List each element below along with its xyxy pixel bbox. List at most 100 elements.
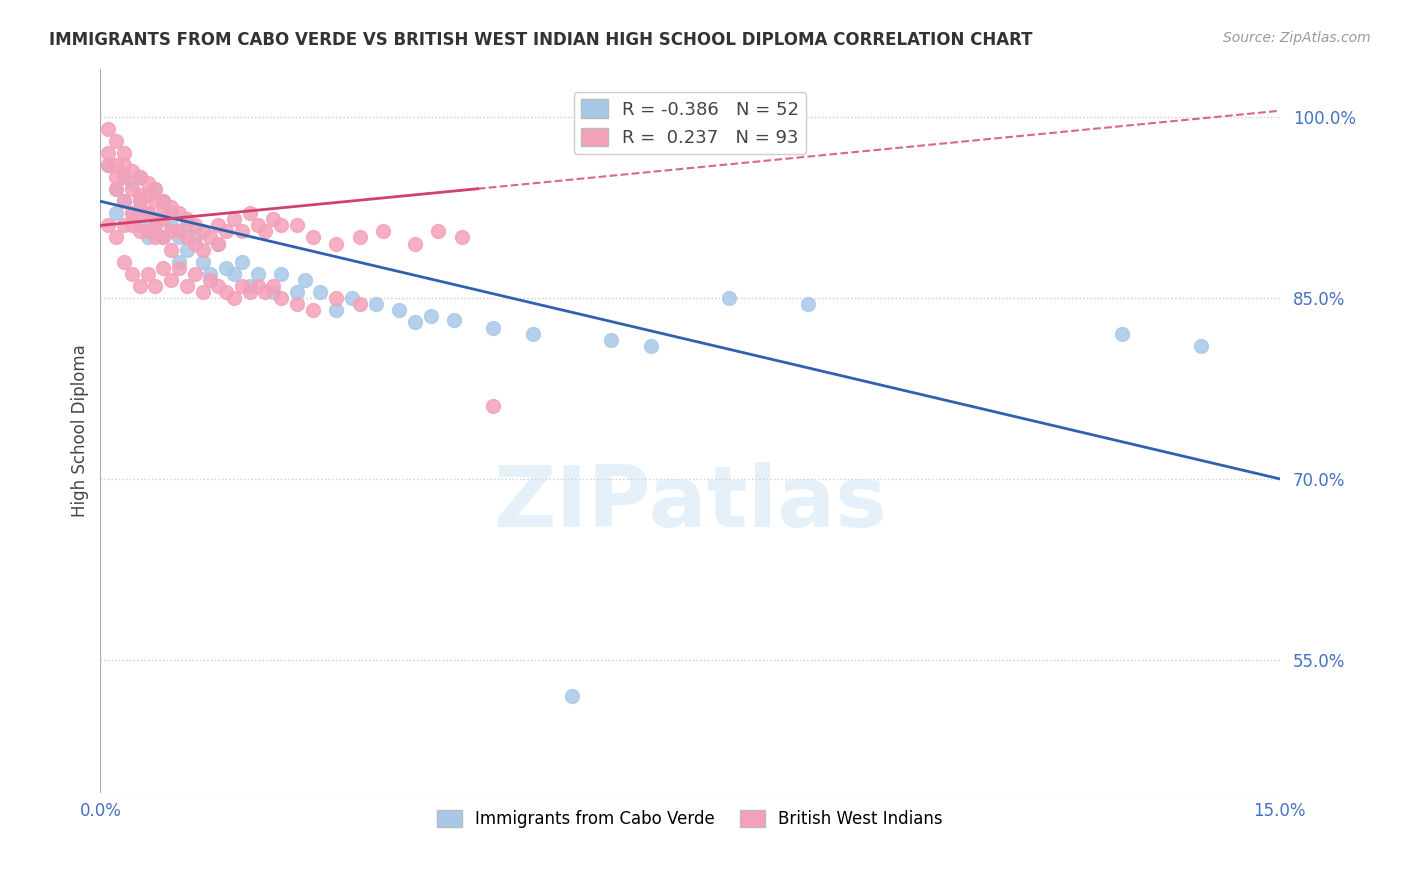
- Point: [222, 267, 245, 281]
- Point: [640, 339, 662, 353]
- Point: [561, 689, 583, 703]
- Point: [207, 236, 229, 251]
- Point: [145, 230, 167, 244]
- Point: [112, 146, 135, 161]
- Point: [97, 146, 120, 161]
- Point: [349, 230, 371, 244]
- Point: [246, 267, 269, 281]
- Point: [325, 236, 347, 251]
- Point: [105, 134, 128, 148]
- Point: [112, 170, 135, 185]
- Point: [167, 230, 190, 244]
- Point: [121, 164, 143, 178]
- Point: [340, 291, 363, 305]
- Point: [285, 297, 308, 311]
- Point: [373, 224, 395, 238]
- Point: [427, 224, 450, 238]
- Point: [200, 273, 222, 287]
- Point: [160, 206, 183, 220]
- Point: [404, 236, 426, 251]
- Point: [254, 224, 277, 238]
- Point: [239, 278, 262, 293]
- Point: [121, 182, 143, 196]
- Point: [128, 188, 150, 202]
- Point: [136, 206, 159, 220]
- Point: [482, 400, 505, 414]
- Point: [309, 285, 332, 299]
- Point: [160, 273, 183, 287]
- Point: [301, 230, 323, 244]
- Point: [183, 230, 205, 244]
- Point: [160, 219, 183, 233]
- Point: [176, 230, 198, 244]
- Point: [128, 206, 150, 220]
- Point: [152, 230, 174, 244]
- Point: [167, 206, 190, 220]
- Point: [270, 291, 292, 305]
- Point: [600, 333, 623, 347]
- Point: [136, 267, 159, 281]
- Point: [128, 194, 150, 209]
- Point: [152, 212, 174, 227]
- Point: [388, 302, 411, 317]
- Point: [246, 219, 269, 233]
- Point: [121, 206, 143, 220]
- Point: [207, 236, 229, 251]
- Point: [112, 219, 135, 233]
- Point: [176, 219, 198, 233]
- Point: [262, 285, 284, 299]
- Point: [160, 224, 183, 238]
- Point: [97, 121, 120, 136]
- Point: [231, 224, 253, 238]
- Text: ZIPatlas: ZIPatlas: [494, 461, 887, 544]
- Point: [404, 315, 426, 329]
- Point: [270, 267, 292, 281]
- Point: [419, 309, 441, 323]
- Point: [231, 254, 253, 268]
- Point: [152, 260, 174, 275]
- Point: [145, 219, 167, 233]
- Point: [128, 170, 150, 185]
- Point: [1189, 339, 1212, 353]
- Point: [152, 194, 174, 209]
- Point: [325, 291, 347, 305]
- Point: [215, 260, 238, 275]
- Legend: Immigrants from Cabo Verde, British West Indians: Immigrants from Cabo Verde, British West…: [430, 804, 949, 835]
- Point: [128, 194, 150, 209]
- Point: [105, 206, 128, 220]
- Point: [246, 278, 269, 293]
- Point: [152, 194, 174, 209]
- Point: [145, 182, 167, 196]
- Text: IMMIGRANTS FROM CABO VERDE VS BRITISH WEST INDIAN HIGH SCHOOL DIPLOMA CORRELATIO: IMMIGRANTS FROM CABO VERDE VS BRITISH WE…: [49, 31, 1033, 49]
- Point: [301, 302, 323, 317]
- Point: [1111, 326, 1133, 341]
- Point: [121, 206, 143, 220]
- Point: [112, 254, 135, 268]
- Point: [152, 206, 174, 220]
- Point: [121, 176, 143, 190]
- Point: [145, 212, 167, 227]
- Point: [136, 176, 159, 190]
- Point: [121, 219, 143, 233]
- Text: Source: ZipAtlas.com: Source: ZipAtlas.com: [1223, 31, 1371, 45]
- Point: [262, 278, 284, 293]
- Point: [215, 224, 238, 238]
- Point: [128, 224, 150, 238]
- Point: [112, 194, 135, 209]
- Y-axis label: High School Diploma: High School Diploma: [72, 344, 89, 517]
- Point: [239, 285, 262, 299]
- Point: [128, 219, 150, 233]
- Point: [105, 182, 128, 196]
- Point: [451, 230, 474, 244]
- Point: [176, 212, 198, 227]
- Point: [191, 254, 214, 268]
- Point: [443, 312, 465, 326]
- Point: [97, 219, 120, 233]
- Point: [797, 297, 820, 311]
- Point: [112, 194, 135, 209]
- Point: [482, 321, 505, 335]
- Point: [97, 158, 120, 172]
- Point: [136, 206, 159, 220]
- Point: [152, 230, 174, 244]
- Point: [191, 224, 214, 238]
